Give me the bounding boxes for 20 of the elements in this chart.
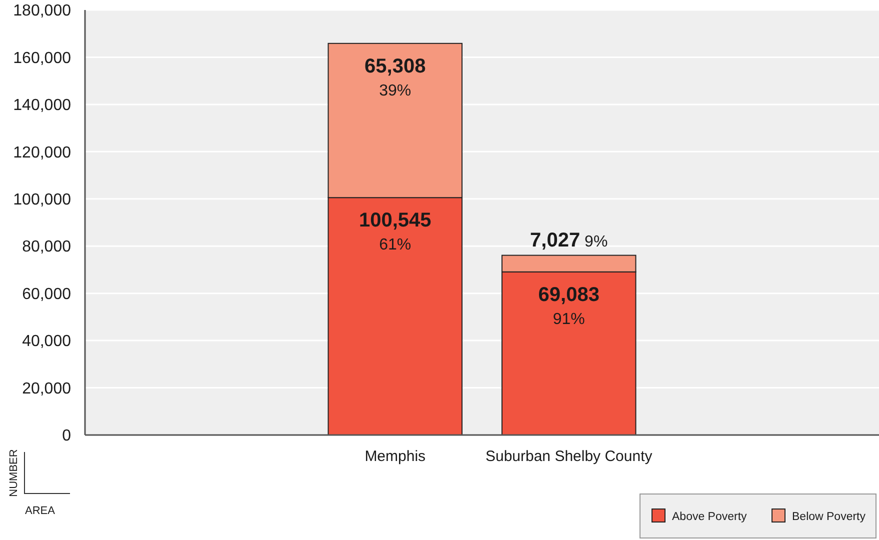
y-tick-label: 100,000 bbox=[13, 191, 72, 208]
y-tick-label: 140,000 bbox=[13, 97, 72, 114]
y-tick-label: 80,000 bbox=[22, 238, 72, 256]
y-tick-label: 120,000 bbox=[13, 144, 72, 162]
text: AREA bbox=[25, 505, 56, 517]
legend-label: Above Poverty bbox=[672, 511, 748, 523]
data-label: 7,027 9% bbox=[530, 229, 608, 252]
y-tick-label: 60,000 bbox=[22, 286, 72, 303]
y-tick-label: 20,000 bbox=[22, 380, 72, 398]
y-axis-title: NUMBER bbox=[8, 449, 20, 497]
y-tick-label: 40,000 bbox=[22, 333, 72, 350]
x-tick-label: Suburban Shelby County bbox=[485, 448, 653, 465]
y-tick-label: 0 bbox=[62, 428, 72, 445]
data-label: 65,308 39% bbox=[364, 55, 426, 100]
y-tick-label: 180,000 bbox=[13, 2, 72, 20]
x-tick-label: Memphis bbox=[364, 448, 426, 465]
y-tick-label: 160,000 bbox=[13, 50, 72, 67]
data-label: 100,545 61% bbox=[358, 210, 432, 254]
legend-label: Below Poverty bbox=[792, 511, 866, 523]
data-label: 69,083 91% bbox=[538, 284, 600, 328]
